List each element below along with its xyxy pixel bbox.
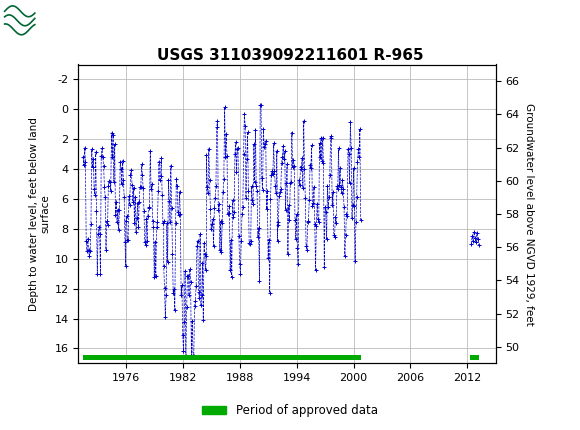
Bar xyxy=(470,355,479,360)
Bar xyxy=(3,3,78,42)
Legend: Period of approved data: Period of approved data xyxy=(198,399,382,422)
Bar xyxy=(83,355,361,360)
Text: USGS 311039092211601 R-965: USGS 311039092211601 R-965 xyxy=(157,49,423,63)
Y-axis label: Groundwater level above NGVD 1929, feet: Groundwater level above NGVD 1929, feet xyxy=(524,102,534,326)
Text: USGS: USGS xyxy=(38,15,85,30)
Y-axis label: Depth to water level, feet below land
surface: Depth to water level, feet below land su… xyxy=(28,117,50,311)
